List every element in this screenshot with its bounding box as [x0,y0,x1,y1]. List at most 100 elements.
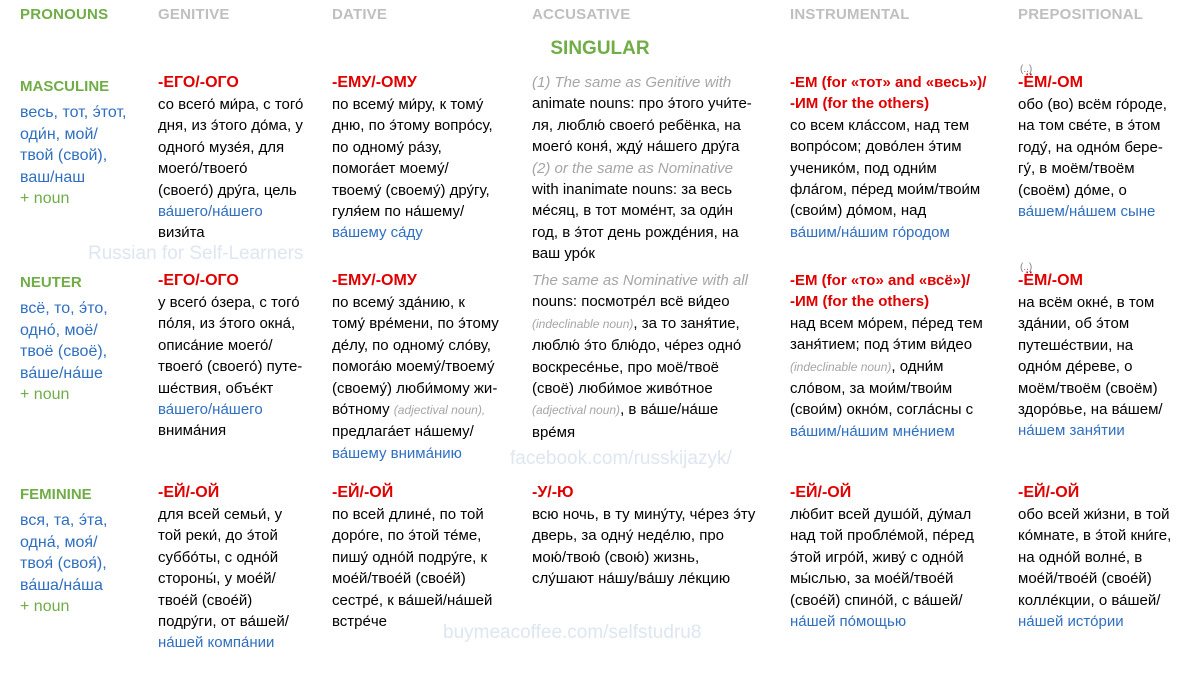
watermark-buymeacoffee: buymeacoffee.com/selfstudru8 [443,622,702,643]
cell-feminine-instrumental: -ЕЙ/-ОЙ лю́бит всей душо́й, ду́мал над т… [790,482,1012,632]
example-line: (свое́й) спино́й, с ва́шей/ [790,591,963,609]
pronoun-line: всё, то, э́то, [20,300,108,317]
example-line: гуля́ем по на́шему/ [332,203,465,221]
case-ending: -ИМ (for the others) [790,293,930,311]
example-line: описа́ние моего́/ [158,336,273,354]
case-ending: -У/-Ю [532,484,574,501]
section-title-singular: SINGULAR [550,38,650,59]
example-line: (adjectival noun), в ва́ше/на́ше [532,399,784,421]
note-line: (1) The same as Genitive with [532,74,732,91]
example-line: со всего́ ми́ра, с того́ [158,96,304,113]
example-line: (своём) до́ме, о [1018,181,1127,199]
example-line: слу́шают на́шу/ва́шу ле́кцию [532,570,731,588]
example-line: со всем кла́ссом, над тем [790,116,970,134]
example-line: на́шей исто́рии [1018,613,1124,631]
example-line: де́лу, по одному́ сло́ву, [332,336,491,354]
example-line: зда́нии, об э́том [1018,315,1130,333]
example-line: той реки́, до э́той [158,527,278,545]
example-line: (свои́м) окно́м, согла́сны с [790,401,974,419]
pronoun-line: вся, та, э́та, [20,512,108,529]
example-line: ученико́м, под одни́м [790,159,937,177]
example-line: моего́/твоего́ [158,160,248,178]
example-line: with inanimate nouns: за весь [532,181,733,199]
example-line: (своему́) люби́мому жи- [332,379,498,397]
grammar-note: (adjectival noun), [393,403,486,418]
example-line: (своего́) дру́га, цель [158,181,297,199]
example-line: мое́й/твое́й (свое́й) [1018,570,1152,588]
cell-neuter-accusative: The same as Nominative with all nouns: п… [532,270,784,443]
row-label-feminine: FEMININE [20,486,92,503]
pronoun-line: ва́ше/на́ше [20,364,103,382]
pronoun-line: оди́н, мой/ [20,125,98,143]
example-line: по всему́ ми́ру, к тому́ [332,96,484,113]
example-line: твое́й (свое́й) [158,591,253,609]
example-line: на́шем заня́тии [1018,422,1125,440]
example-line: суббо́ты, с одно́й [158,548,279,566]
example-line: твоего́ (своего́) путе- [158,358,303,376]
pronoun-list-masculine: весь, тот, э́тот, оди́н, мой/ твой (свой… [20,102,126,210]
example-line: на всём окне́, в том [1018,294,1155,311]
case-ending: -ЕГО/-ОГО [158,74,239,91]
pronoun-line: твоя́ (своя́), [20,555,107,573]
grammar-note: (adjectival noun) [532,403,621,418]
header-instrumental: INSTRUMENTAL [790,6,910,23]
pronoun-line: твоё (своё), [20,343,108,361]
example-line: помога́ю моему́/твоему́ [332,358,495,376]
example-line: пишу́ одно́й подру́ге, к [332,548,488,566]
example-line: одного́ музе́я, для [158,138,285,156]
example-line: ме́сяц, в тот моме́нт, за оди́н [532,202,734,220]
header-genitive: GENITIVE [158,6,230,23]
example-line: люблю́ э́то блю́до, че́рез одно́ [532,337,742,355]
example-line: дверь, за одну́ неде́лю, про [532,527,725,545]
example-line: дню, по э́тому вопро́су, [332,117,493,135]
example-line: доро́ге, по э́той те́ме, [332,527,482,545]
cell-neuter-instrumental: -ЕМ (for «то» and «всё»)/ -ИМ (for the o… [790,270,1012,442]
example-line: по всему́ зда́нию, к [332,294,465,311]
example-line: (indeclinable noun), за то заня́тие, [532,313,784,335]
example-line: год, в э́тот день рожде́ния, на [532,223,739,241]
example-line: одно́м де́реве, о [1018,358,1133,376]
example-line: моего́ коня́, жду́ на́шего дру́га [532,138,740,156]
pronoun-line: твой (свой), [20,147,108,165]
case-ending: -ЕЙ/-ОЙ [332,484,394,501]
example-line: над всем мо́рем, пе́ред тем [790,314,983,332]
example-line: на одно́й волне́, в [1018,548,1143,566]
example-line: встре́че [332,613,388,631]
example-line: дня, из э́того до́ма, у [158,117,303,135]
cell-neuter-dative: -ЕМУ/-ОМУ по всему́ зда́нию, к тому́ вре… [332,270,527,464]
example-line: вопро́сом; дово́лен э́тим [790,138,962,156]
example-text: , за то заня́тие, [633,314,740,332]
cell-neuter-prepositional: -ЁМ/-ОМ на всём окне́, в том зда́нии, об… [1018,270,1196,442]
row-label-masculine: MASCULINE [20,78,110,95]
cell-masculine-dative: -ЕМУ/-ОМУ по всему́ ми́ру, к тому́ дню, … [332,72,527,244]
example-line: ва́шего/на́шего [158,401,263,419]
example-line: путеше́ствии, на [1018,336,1134,354]
example-line: (свои́м) до́мом, над [790,202,927,220]
example-line: сло́вом, за мои́м/твои́м [790,380,953,398]
cell-masculine-instrumental: -ЕМ (for «тот» and «весь»)/ -ИМ (for the… [790,72,1012,243]
case-ending: -ЕЙ/-ОЙ [1018,484,1080,501]
header-pronouns: PRONOUNS [20,6,109,23]
pronoun-line: одно́, моё/ [20,321,98,339]
cell-neuter-genitive: -ЕГО/-ОГО у всего́ о́зера, с того́ по́ля… [158,270,328,442]
cell-feminine-dative: -ЕЙ/-ОЙ по всей длине́, по той доро́ге, … [332,482,527,632]
header-accusative: ACCUSATIVE [532,6,631,23]
example-line: твоему́ (своему́) дру́гу, [332,181,490,199]
cell-feminine-accusative: -У/-Ю всю ночь, в ту мину́ту, че́рез э́т… [532,482,784,590]
example-line: помога́ет моему́/ [332,160,449,178]
example-line: animate nouns: про э́того учи́те- [532,95,752,113]
case-ending: -ЕГО/-ОГО [158,272,239,289]
example-line: визи́та [158,224,205,242]
example-line: (indeclinable noun), одни́м [790,356,1012,378]
example-line: для всей семьи́, у [158,506,283,523]
case-ending: -ЁМ/-ОМ [1018,74,1083,91]
pronoun-line: ваш/наш [20,168,86,186]
example-line: э́той игро́й, живу́ с одно́й [790,548,964,566]
example-line: здоро́вье, на ва́шем/ [1018,401,1163,419]
example-line: заня́тием; под э́тим ви́део [790,336,973,354]
grammar-note: (indeclinable noun) [532,316,634,331]
header-dative: DATIVE [332,6,388,23]
example-line: фла́гом, пе́ред мои́м/твои́м [790,181,981,199]
pronoun-list-feminine: вся, та, э́та, одна́, моя́/ твоя́ (своя́… [20,510,107,618]
example-line: воскресе́нье, про моё/твоё [532,358,720,376]
